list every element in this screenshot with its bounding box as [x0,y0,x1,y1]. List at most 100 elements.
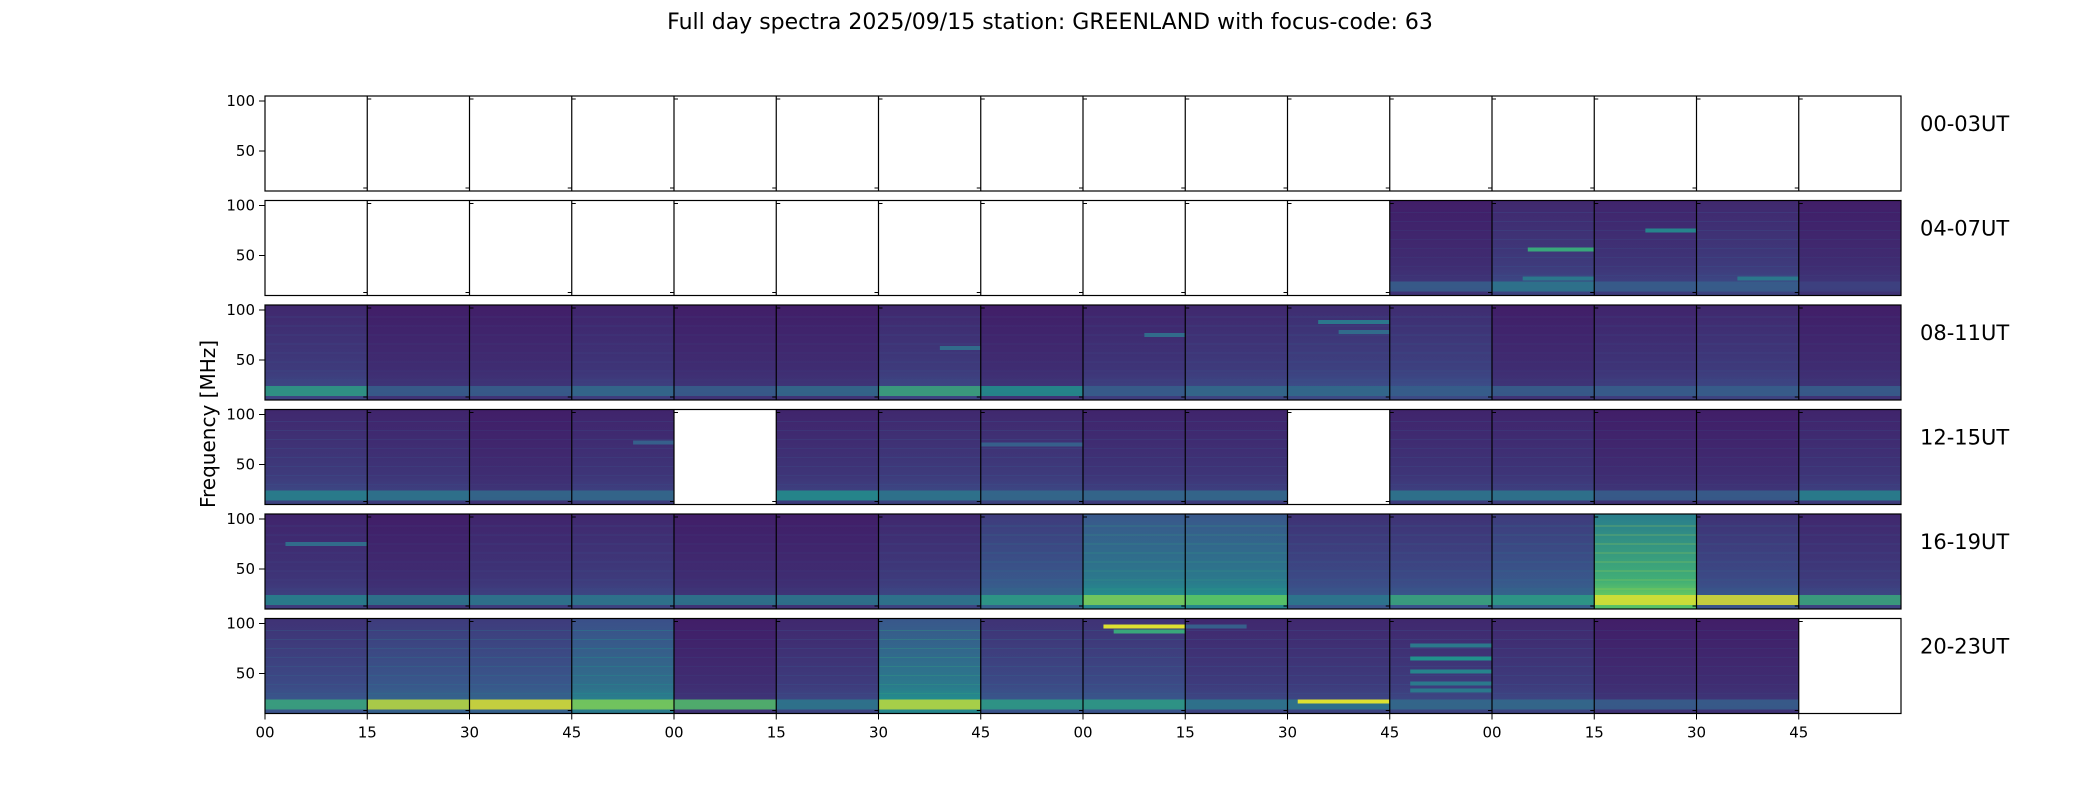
low-band-emission [1594,386,1697,396]
low-band-emission [1696,386,1799,396]
low-band-emission [674,595,777,605]
spectrum-cell-empty [367,96,470,191]
x-tick-label: 15 [1585,724,1604,742]
spectrum-cell [1594,514,1697,609]
low-band-emission [980,386,1083,396]
spectrum-cell [1185,305,1288,400]
spectrum-cell-empty [980,200,1083,296]
x-tick-label: 00 [1482,724,1501,742]
y-tick-label: 100 [226,197,255,215]
spectrum-cell [469,514,572,609]
low-band-emission [1185,490,1288,501]
low-band-emission [1389,699,1492,710]
spectrum-cell-empty [674,409,777,505]
spectrum-cell-empty [1696,96,1799,191]
low-band-emission [1798,595,1901,605]
low-band-emission [878,490,981,501]
spectra-row-20-23UT [264,617,1902,715]
y-tick-label: 50 [236,560,255,578]
row-label: 20-23UT [1920,635,2009,659]
spectrum-cell-empty [674,200,777,296]
spectrum-cell [571,409,674,505]
spectrum-cell [367,514,470,609]
low-band-emission [1594,490,1697,501]
y-tick-label: 50 [236,351,255,369]
low-band-emission [367,595,470,605]
spectrum-cell [1389,618,1492,714]
spectra-row-16-19UT [264,513,1902,610]
spectrum-cell-empty [674,96,777,191]
spectrum-cell [878,409,981,505]
low-band-emission [1083,699,1186,710]
spectrum-cell-empty [980,96,1083,191]
spectrum-cell-empty [1287,96,1390,191]
low-band-emission [980,595,1083,605]
low-band-emission [980,490,1083,501]
spectrum-cell [1083,514,1186,609]
narrowband-line [1185,624,1247,629]
spectrum-cell [1594,618,1697,714]
spectrum-cell [571,305,674,400]
x-tick-label: 45 [562,724,581,742]
spectrum-cell-empty [1594,96,1697,191]
narrowband-line [633,440,674,445]
spectrum-cell [1798,514,1901,609]
y-tick-label: 50 [236,665,255,683]
spectrum-cell [367,618,470,714]
x-tick-label: 15 [767,724,786,742]
low-band-emission [878,386,981,396]
spectrum-cell [1083,409,1186,505]
low-band-emission [878,699,981,710]
low-band-emission [1492,386,1595,396]
y-tick-label: 100 [226,92,255,110]
low-band-emission [1185,386,1288,396]
spectrum-cell-empty [1798,96,1901,191]
spectrum-cell [1798,409,1901,505]
low-band-emission [1083,386,1186,396]
spectrum-cell [980,305,1083,400]
narrowband-line [1522,276,1595,281]
x-tick-label: 30 [1687,724,1706,742]
low-band-emission [1696,699,1799,710]
low-band-emission [469,386,572,396]
panels-layer [264,95,1902,715]
row-label: 08-11UT [1920,321,2009,345]
spectrum-cell [1798,200,1901,296]
x-tick-label: 00 [664,724,683,742]
spectrum-cell [776,514,879,609]
spectrum-cell [571,618,674,714]
spectrum-cell-empty [265,96,368,191]
spectrum-cell-empty [776,96,879,191]
spectrum-cell [265,409,368,505]
x-tick-label: 00 [255,724,274,742]
low-band-emission [571,595,674,605]
narrowband-line [1103,624,1186,629]
low-band-emission [1287,386,1390,396]
narrowband-line [939,346,981,350]
spectrum-cell-empty [469,200,572,296]
narrowband-line [1297,699,1390,704]
spectrum-cell [1185,409,1288,505]
low-band-emission [1389,281,1492,292]
narrowband-line [1113,629,1186,634]
spectrum-cell-empty [469,96,572,191]
narrowband-line [1318,320,1390,324]
low-band-emission [776,490,879,501]
low-band-emission [1798,386,1901,396]
low-band-emission [571,699,674,710]
spectrum-cell [367,409,470,505]
x-tick-label: 45 [971,724,990,742]
y-tick-label: 100 [226,301,255,319]
spectrum-cell [878,305,981,400]
y-tick-label: 100 [226,615,255,633]
low-band-emission [1492,281,1595,292]
narrowband-line [1338,330,1390,334]
spectrum-cell [1492,305,1595,400]
spectrum-cell [1185,514,1288,609]
spectrum-cell-empty [1287,409,1390,505]
low-band-emission [1287,699,1390,710]
spectrum-cell [674,305,777,400]
spectrum-cell [1389,305,1492,400]
spectrum-cell [1492,618,1595,714]
spectrum-cell [1083,618,1186,714]
